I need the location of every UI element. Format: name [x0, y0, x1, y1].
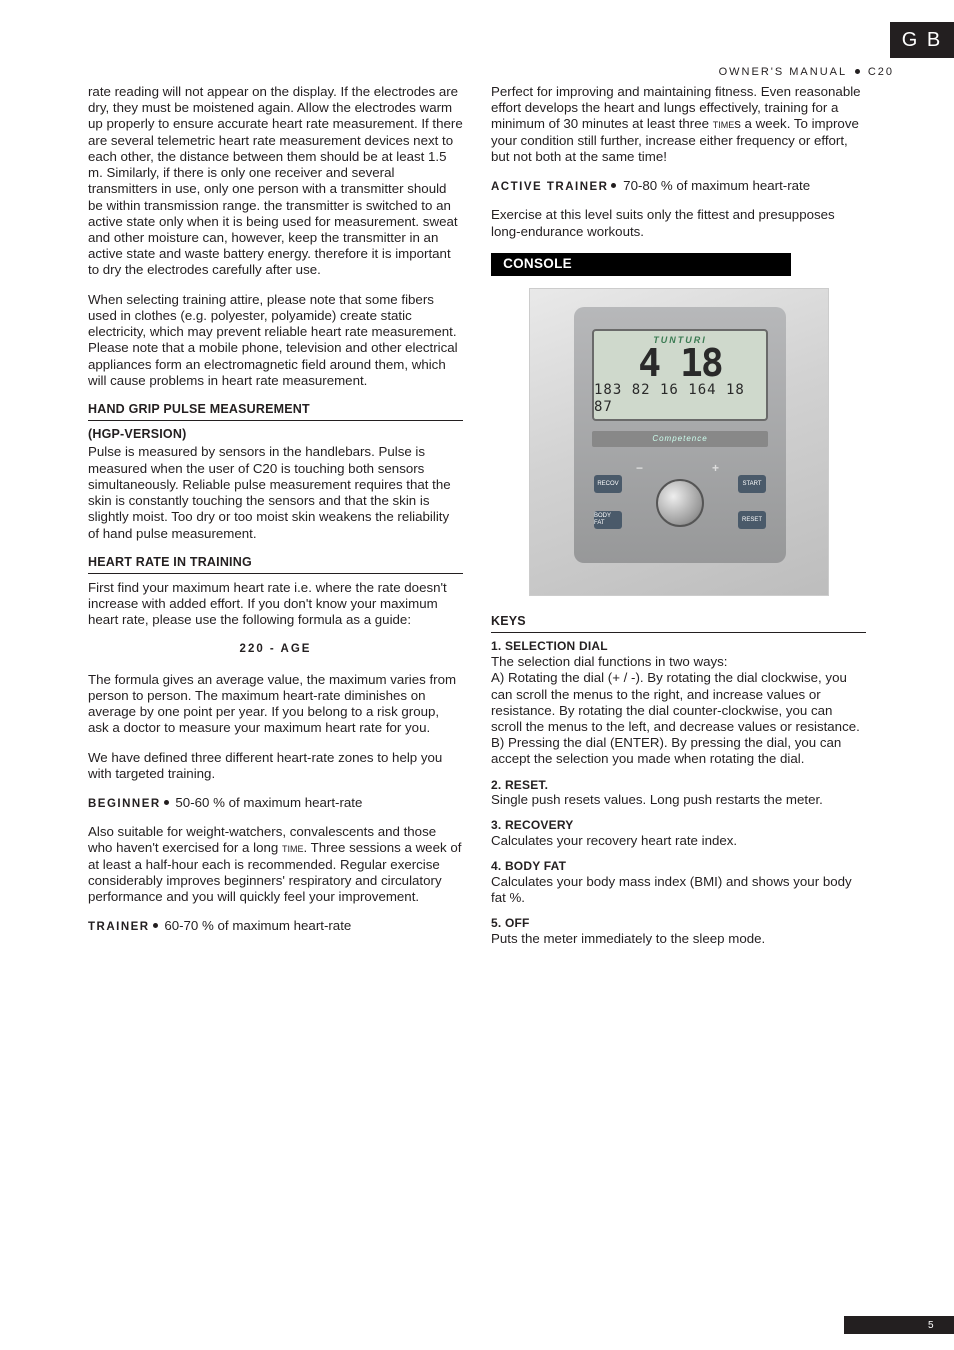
console-frame: TUNTURI 4 18 183 82 16 164 18 87 Compete…: [574, 307, 786, 563]
bullet-icon: [164, 800, 169, 805]
para: rate reading will not appear on the disp…: [88, 84, 463, 279]
section-label: CONSOLE: [503, 256, 572, 271]
plus-icon: +: [712, 461, 719, 476]
para: Pulse is measured by sensors in the hand…: [88, 444, 463, 541]
page-body: rate reading will not appear on the disp…: [88, 84, 866, 957]
formula: 220 - AGE: [88, 642, 463, 656]
key-item: 5. OFF Puts the meter immediately to the…: [491, 916, 866, 947]
key-body: Calculates your recovery heart rate inde…: [491, 833, 866, 849]
heading-heart-rate: HEART RATE IN TRAINING: [88, 555, 463, 570]
console-screen: TUNTURI 4 18 183 82 16 164 18 87: [592, 329, 768, 421]
zone-trainer: TRAINER 60-70 % of maximum heart-rate: [88, 918, 463, 934]
key-heading: 3. RECOVERY: [491, 818, 866, 833]
page-number: 5: [928, 1320, 934, 1331]
right-column: Perfect for improving and maintaining fi…: [491, 84, 866, 957]
left-column: rate reading will not appear on the disp…: [88, 84, 463, 957]
rule: [491, 632, 866, 633]
smallcaps-time: time: [713, 116, 735, 131]
zone-value: 60-70 % of maximum heart-rate: [161, 918, 352, 933]
zone-label: ACTIVE TRAINER: [491, 181, 608, 193]
para: When selecting training attire, please n…: [88, 292, 463, 389]
smallcaps-time: time: [282, 840, 304, 855]
heading-keys: KEYS: [491, 614, 866, 629]
key-item: 2. RESET. Single push resets values. Lon…: [491, 778, 866, 809]
body-fat-button[interactable]: BODY FAT: [594, 511, 622, 529]
para: The formula gives an average value, the …: [88, 672, 463, 737]
zone-label: BEGINNER: [88, 798, 161, 810]
recovery-button[interactable]: RECOV: [594, 475, 622, 493]
key-item: 3. RECOVERY Calculates your recovery hea…: [491, 818, 866, 849]
console-digits-small: 183 82 16 164 18 87: [594, 382, 766, 416]
console-brand: TUNTURI: [653, 335, 707, 346]
page-number-bar: 5: [844, 1316, 954, 1334]
key-heading: 1. SELECTION DIAL: [491, 639, 866, 654]
zone-beginner: BEGINNER 50-60 % of maximum heart-rate: [88, 795, 463, 811]
reset-button[interactable]: RESET: [738, 511, 766, 529]
para: We have defined three different heart-ra…: [88, 750, 463, 782]
rule: [88, 420, 463, 421]
key-body: The selection dial functions in two ways…: [491, 654, 866, 768]
key-body: Calculates your body mass index (BMI) an…: [491, 874, 866, 906]
start-button[interactable]: START: [738, 475, 766, 493]
console-digits: 4 18: [638, 340, 722, 386]
key-heading: 2. RESET.: [491, 778, 866, 793]
bullet-icon: [153, 923, 158, 928]
rule: [88, 573, 463, 574]
heading-hgp: HAND GRIP PULSE MEASUREMENT: [88, 402, 463, 417]
para: Exercise at this level suits only the fi…: [491, 207, 866, 239]
console-competence-strip: Competence: [592, 431, 768, 447]
para: Also suitable for weight-watchers, conva…: [88, 824, 463, 905]
zone-value: 50-60 % of maximum heart-rate: [172, 795, 363, 810]
header-right: C20: [868, 66, 894, 78]
console-image: TUNTURI 4 18 183 82 16 164 18 87 Compete…: [529, 288, 829, 596]
header-left: OWNER'S MANUAL: [719, 66, 847, 78]
minus-icon: −: [636, 461, 643, 476]
zone-active: ACTIVE TRAINER 70-80 % of maximum heart-…: [491, 178, 866, 194]
header-dot: [855, 69, 860, 74]
running-header: OWNER'S MANUAL C20: [719, 66, 894, 78]
heading-hgp-version: (HGP-VERSION): [88, 427, 463, 442]
key-item: 4. BODY FAT Calculates your body mass in…: [491, 859, 866, 906]
key-body: Puts the meter immediately to the sleep …: [491, 931, 866, 947]
selection-dial[interactable]: [656, 479, 704, 527]
key-heading: 5. OFF: [491, 916, 866, 931]
zone-value: 70-80 % of maximum heart-rate: [619, 178, 810, 193]
para: Perfect for improving and maintaining fi…: [491, 84, 866, 165]
key-heading: 4. BODY FAT: [491, 859, 866, 874]
key-body: Single push resets values. Long push res…: [491, 792, 866, 808]
language-tab: G B: [890, 22, 954, 58]
bullet-icon: [611, 183, 616, 188]
para: First find your maximum heart rate i.e. …: [88, 580, 463, 629]
zone-label: TRAINER: [88, 921, 150, 933]
section-console: CONSOLE: [491, 253, 791, 276]
key-item: 1. SELECTION DIAL The selection dial fun…: [491, 639, 866, 767]
